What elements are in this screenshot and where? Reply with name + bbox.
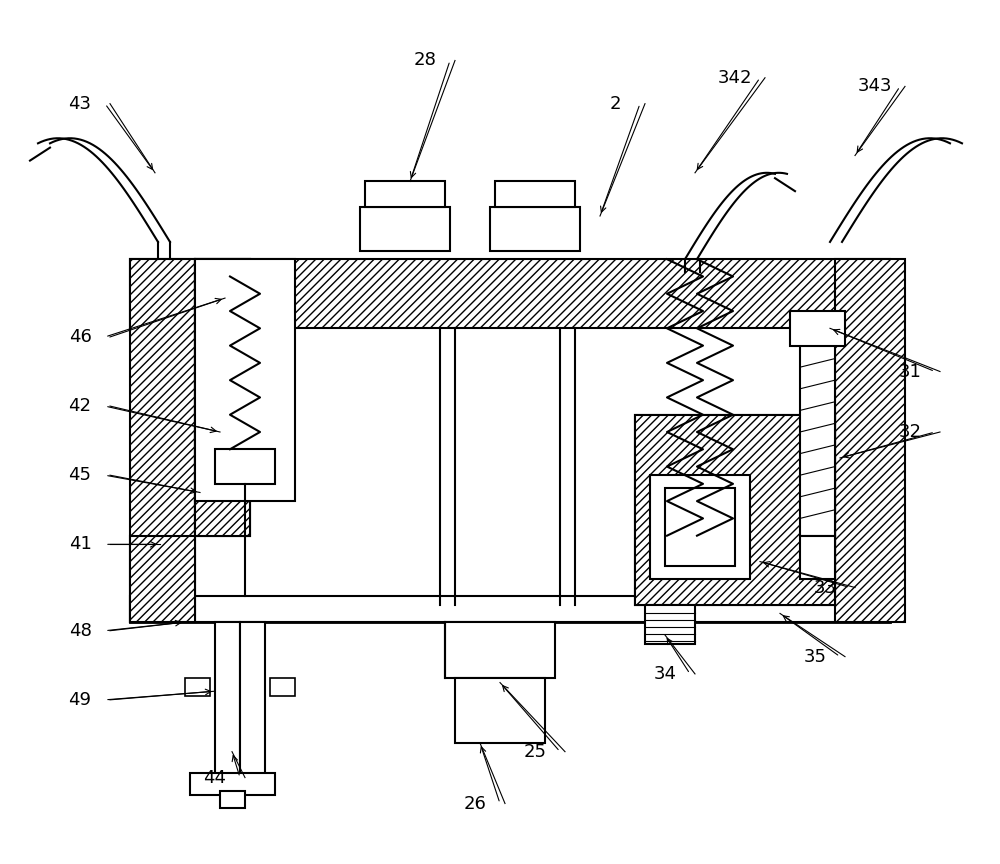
- Bar: [445, 622, 555, 678]
- Bar: [800, 328, 835, 536]
- Text: 31: 31: [899, 363, 921, 380]
- Text: 343: 343: [858, 78, 892, 95]
- Text: 33: 33: [814, 579, 836, 596]
- Bar: [190, 773, 275, 795]
- Bar: [635, 415, 835, 605]
- Text: 2: 2: [609, 95, 621, 112]
- Text: 44: 44: [204, 769, 226, 786]
- Text: 34: 34: [654, 665, 676, 683]
- Bar: [455, 678, 545, 743]
- Bar: [490, 207, 580, 251]
- Text: 43: 43: [68, 95, 92, 112]
- Bar: [185, 678, 210, 696]
- Bar: [240, 622, 265, 778]
- Bar: [800, 536, 835, 579]
- Bar: [220, 791, 245, 808]
- Bar: [215, 622, 240, 778]
- Bar: [360, 207, 450, 251]
- Bar: [195, 259, 295, 501]
- Bar: [495, 181, 575, 207]
- Text: 46: 46: [69, 328, 91, 346]
- Text: 48: 48: [69, 622, 91, 639]
- Bar: [130, 536, 195, 622]
- Text: 42: 42: [68, 397, 92, 415]
- Text: 35: 35: [804, 648, 826, 665]
- Bar: [270, 678, 295, 696]
- Bar: [790, 311, 845, 346]
- Bar: [650, 475, 750, 579]
- Text: 49: 49: [68, 691, 92, 708]
- Bar: [195, 259, 250, 536]
- Bar: [665, 488, 735, 566]
- Text: 28: 28: [414, 52, 436, 69]
- Bar: [195, 259, 250, 536]
- Bar: [645, 605, 695, 644]
- Bar: [835, 259, 905, 622]
- Bar: [130, 259, 890, 622]
- Text: 41: 41: [69, 536, 91, 553]
- Bar: [635, 415, 835, 605]
- Bar: [130, 596, 890, 622]
- Text: 342: 342: [718, 69, 752, 86]
- Bar: [130, 259, 890, 328]
- Text: 26: 26: [464, 795, 486, 812]
- Bar: [365, 181, 445, 207]
- Bar: [130, 259, 195, 622]
- Text: 25: 25: [524, 743, 546, 760]
- Bar: [215, 449, 275, 484]
- Text: 32: 32: [898, 423, 922, 441]
- Text: 45: 45: [68, 467, 92, 484]
